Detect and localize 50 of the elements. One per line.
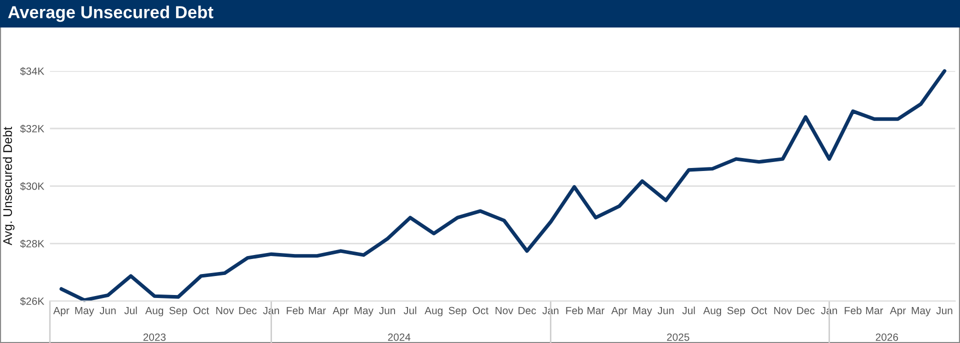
y-tick-label: $34K <box>20 67 44 76</box>
x-tick-label: Oct <box>193 306 210 314</box>
x-tick-label: Oct <box>751 306 768 314</box>
y-tick-label: $32K <box>20 124 44 133</box>
x-tick-label: Sep <box>169 306 187 316</box>
x-tick-label: May <box>354 306 374 316</box>
x-tick-label: Sep <box>727 306 745 316</box>
x-tick-label: Dec <box>518 306 536 314</box>
x-tick-label: Nov <box>496 306 514 314</box>
x-tick-label: Sep <box>448 306 466 316</box>
x-tick-label: May <box>633 306 652 316</box>
x-tick-label: Aug <box>703 306 722 316</box>
y-tick-label: $28K <box>20 240 44 248</box>
text: 2023 <box>143 333 166 341</box>
x-tick-label: Aug <box>424 306 442 316</box>
y-tick-label: $30K <box>20 182 44 191</box>
x-tick-label: Jun <box>936 306 952 314</box>
x-tick-label: Jan <box>263 306 279 314</box>
x-tick-label: Nov <box>774 306 792 314</box>
line-series <box>60 69 946 302</box>
x-tick-label: Oct <box>472 306 488 314</box>
x-tick-label: Dec <box>239 306 257 314</box>
x-tick-label: Mar <box>308 306 326 314</box>
text: 2026 <box>876 333 898 341</box>
x-tick-label: Jun <box>658 306 674 314</box>
x-tick-label: Apr <box>53 306 70 316</box>
y-tick-label: $26K <box>20 297 44 306</box>
x-tick-label: Apr <box>611 306 628 316</box>
text: 2025 <box>667 333 690 341</box>
x-tick-label: Jul <box>124 306 137 314</box>
x-tick-label: Dec <box>797 306 815 314</box>
x-tick-label: Jul <box>682 306 695 314</box>
x-tick-label: Apr <box>890 306 906 316</box>
x-tick-label: Feb <box>566 306 583 314</box>
x-tick-label: Aug <box>145 306 164 316</box>
x-tick-label: Apr <box>332 306 349 316</box>
x-tick-label: Jan <box>821 306 837 314</box>
y-axis-title: Avg. Unsecured Debt <box>2 126 14 246</box>
x-tick-label: Jun <box>100 306 116 314</box>
x-tick-label: Jul <box>404 306 416 314</box>
x-tick-label: Feb <box>286 306 304 314</box>
x-tick-label: May <box>75 306 94 316</box>
x-tick-label: Nov <box>216 306 234 314</box>
x-tick-label: Mar <box>866 306 884 314</box>
x-tick-label: Jun <box>379 306 396 314</box>
x-tick-label: May <box>912 306 931 316</box>
x-tick-label: Feb <box>844 306 862 314</box>
text: 2024 <box>388 333 410 341</box>
x-tick-label: Mar <box>588 306 604 314</box>
chart-title: Average Unsecured Debt <box>8 6 214 22</box>
